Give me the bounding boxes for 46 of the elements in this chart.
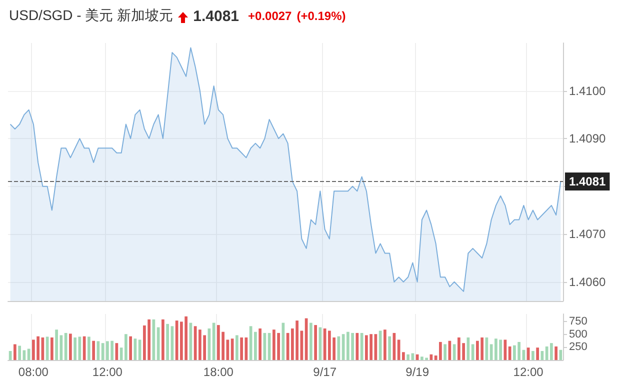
bar (554, 346, 558, 360)
bar (162, 319, 164, 360)
chart-title: USD/SGD - 美元 新加坡元 (9, 7, 174, 25)
y-tick-label: 1.4100 (569, 84, 606, 98)
bar (129, 336, 132, 360)
y-tick-label: 750 (569, 316, 588, 328)
bar (50, 337, 54, 360)
bar (240, 337, 243, 360)
bar (92, 340, 95, 360)
x-tick-label: 08:00 (18, 365, 49, 379)
ref-line-label: 1.4081 (569, 174, 606, 189)
bar (18, 346, 21, 360)
bar (550, 343, 553, 360)
bar (536, 348, 539, 360)
bar (166, 324, 169, 360)
bar (384, 330, 386, 360)
bar (402, 352, 405, 360)
bar (406, 354, 410, 360)
bar (74, 337, 76, 360)
bar (439, 342, 442, 360)
x-tick-label: 18:00 (203, 365, 234, 379)
x-tick-label: 12:00 (513, 365, 544, 379)
text: (+0.19%) (296, 9, 346, 23)
y-tick-label: 1.4060 (569, 274, 606, 289)
bar (88, 336, 90, 360)
text: +0.0027 (248, 9, 292, 23)
bar (55, 330, 58, 360)
bar (14, 344, 16, 360)
bar (310, 322, 312, 360)
text: 1.4081 (193, 8, 240, 24)
bar (258, 328, 262, 360)
bar (314, 325, 317, 360)
y-tick-label: 1.4090 (569, 132, 606, 146)
bar (254, 332, 257, 360)
bar (124, 334, 128, 360)
bar (69, 334, 72, 360)
bar (444, 344, 446, 360)
bar (388, 336, 391, 360)
x-tick-label: 9/19 (406, 365, 430, 379)
x-tick-label: 9/17 (313, 365, 337, 379)
y-tick-label: 250 (569, 341, 588, 354)
bar (236, 335, 238, 360)
bar (532, 351, 534, 360)
y-tick-label: 500 (569, 328, 588, 340)
x-tick-label: 12:00 (92, 365, 123, 379)
y-tick-label: 1.4070 (569, 227, 606, 242)
